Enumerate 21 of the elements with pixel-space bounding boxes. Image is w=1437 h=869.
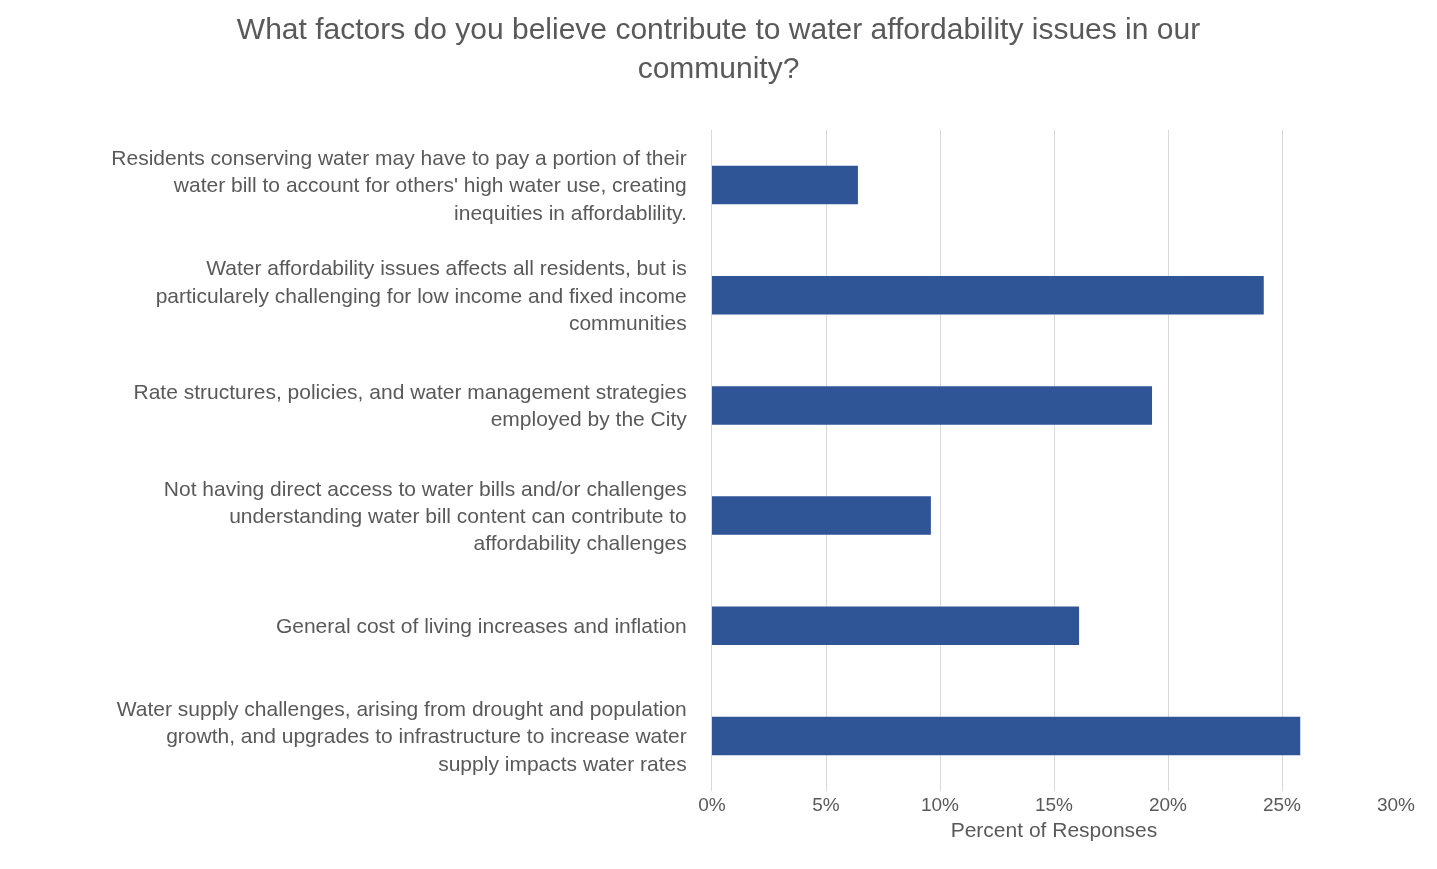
bar bbox=[712, 496, 931, 535]
y-tick-label: Not having direct access to water bills and/or challenges understanding water bill content can contribute to affordability challenges bbox=[163, 476, 687, 555]
bar bbox=[712, 716, 1301, 756]
x-tick-label: 5% bbox=[812, 794, 840, 815]
bar bbox=[712, 386, 1153, 425]
x-tick-label: 15% bbox=[1034, 794, 1074, 815]
bar bbox=[712, 606, 1080, 646]
y-tick-label: Residents conserving water may have to pay a portion of their water bill to account for others' high water use, creating inequities in affordablility. bbox=[111, 146, 687, 224]
x-tick-label: 10% bbox=[920, 794, 960, 815]
y-tick-label: General cost of living increases and inflation bbox=[275, 614, 687, 638]
bar bbox=[712, 165, 858, 205]
x-tick-label: 30% bbox=[1376, 794, 1416, 815]
x-tick-label: 0% bbox=[698, 794, 726, 815]
x-tick-label: 25% bbox=[1262, 794, 1302, 815]
y-tick-label: Water supply challenges, arising from drought and population growth, and upgrades to infrastructure to increase water supply impacts water rates bbox=[116, 696, 687, 775]
bar bbox=[712, 275, 1264, 315]
chart-title: What factors do you believe contribute to water affordability issues in our community? bbox=[236, 12, 1201, 85]
x-axis-title: Percent of Responses bbox=[950, 818, 1158, 842]
x-tick-label: 20% bbox=[1148, 794, 1188, 815]
y-tick-label: Water affordability issues affects all residents, but is particularely challenging for low income and fixed income communities bbox=[155, 256, 687, 334]
y-tick-label: Rate structures, policies, and water management strategies employed by the City bbox=[133, 380, 688, 431]
